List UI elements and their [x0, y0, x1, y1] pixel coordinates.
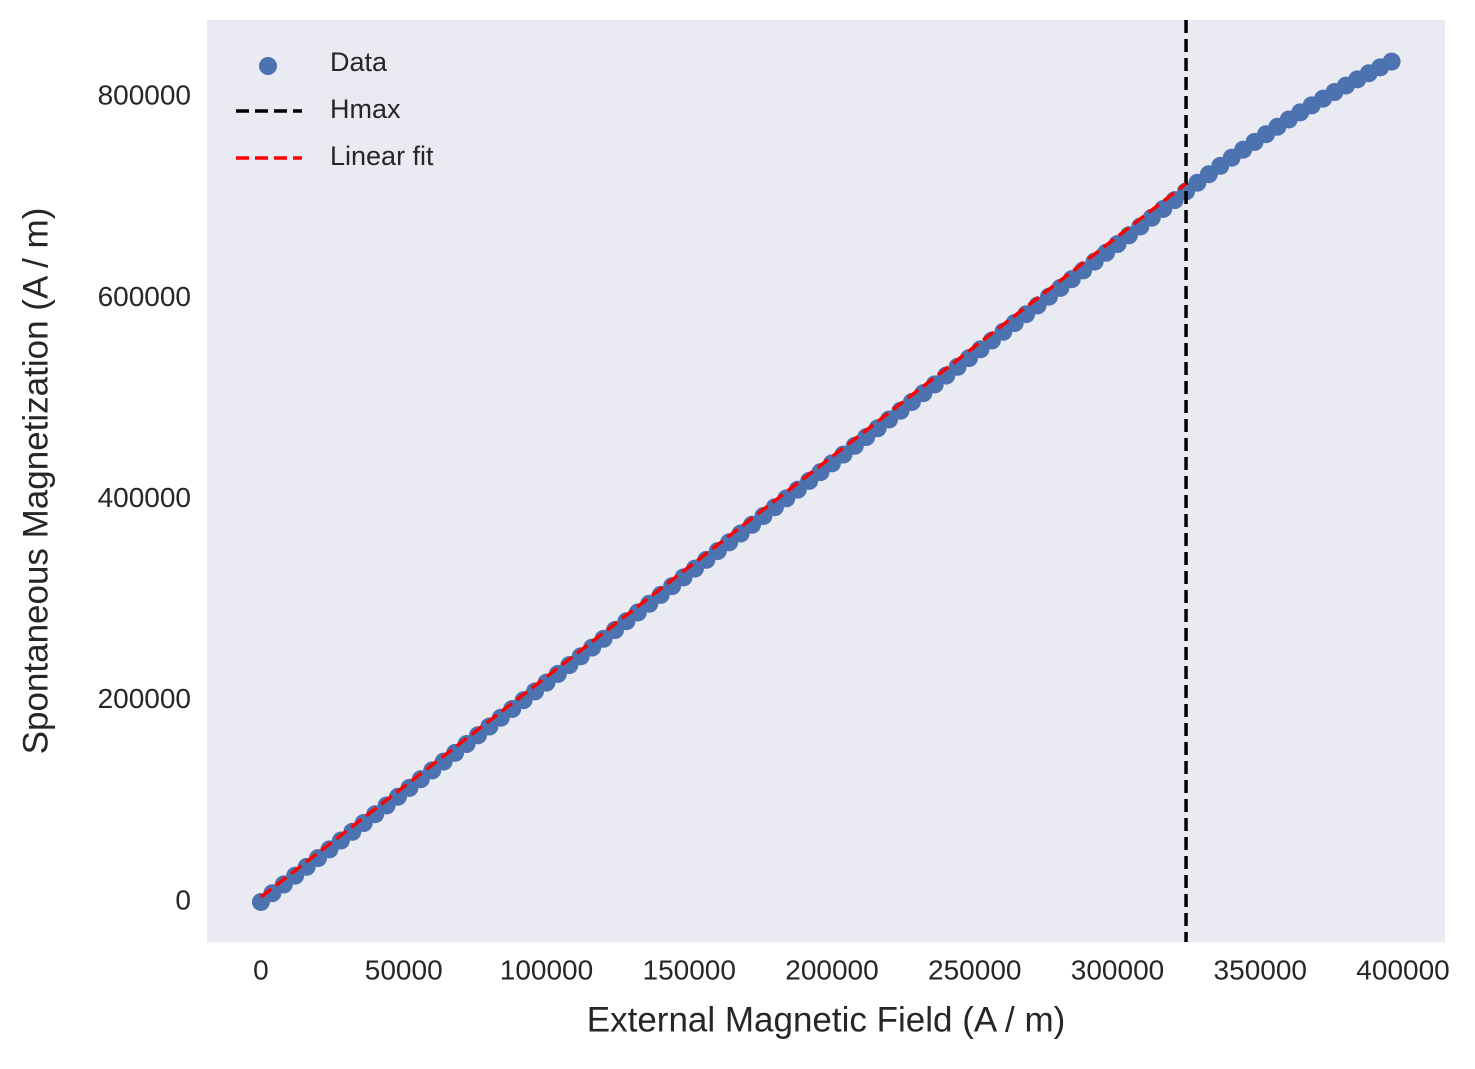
x-tick-label: 200000: [785, 954, 878, 985]
y-tick-label: 200000: [98, 683, 191, 714]
x-tick-label: 300000: [1071, 954, 1164, 985]
y-tick-label: 600000: [98, 281, 191, 312]
x-tick-label: 400000: [1356, 954, 1449, 985]
x-tick-label: 350000: [1214, 954, 1307, 985]
x-tick-label: 50000: [365, 954, 443, 985]
x-axis-label: External Magnetic Field (A / m): [587, 1000, 1066, 1039]
x-tick-label: 100000: [500, 954, 593, 985]
y-tick-label: 800000: [98, 80, 191, 111]
legend-label: Data: [330, 47, 388, 77]
data-point: [1382, 52, 1401, 71]
legend-label: Linear fit: [330, 141, 434, 171]
x-tick-label: 150000: [643, 954, 736, 985]
fit-line: [259, 182, 1188, 899]
x-tick-label: 250000: [928, 954, 1021, 985]
legend-marker: [259, 57, 277, 75]
y-tick-label: 400000: [98, 482, 191, 513]
x-tick-label: 0: [253, 954, 269, 985]
y-tick-label: 0: [175, 884, 191, 915]
y-axis-label: Spontaneous Magnetization (A / m): [16, 208, 55, 755]
legend-label: Hmax: [330, 94, 401, 124]
